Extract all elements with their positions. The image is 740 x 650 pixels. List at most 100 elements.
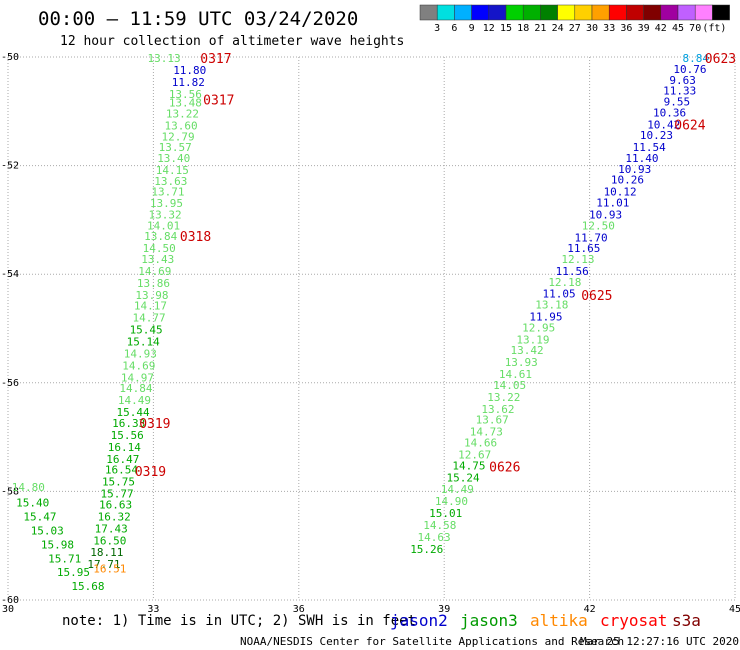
swh-label: 13.95 [150, 197, 183, 210]
swh-label: 13.22 [166, 107, 199, 120]
colorbar: 3 6 9 12 15 18 21 24 27 30 33 36 39 42 45 70 (ft) [419, 4, 730, 34]
swh-label: 14.69 [138, 265, 171, 278]
swh-label: 13.22 [487, 391, 520, 404]
swh-label: 15.95 [57, 566, 90, 579]
colorbar-tick: 30 [586, 23, 598, 34]
legend-altika: altika [530, 611, 588, 630]
legend-jason2: jason2 [390, 611, 448, 630]
swh-label: 16.32 [98, 510, 131, 523]
colorbar-swatch [540, 4, 558, 21]
plot-background [8, 57, 735, 600]
swh-label: 13.62 [481, 403, 514, 416]
swh-label: 10.93 [618, 163, 651, 176]
swh-label: 15.03 [31, 524, 64, 537]
swh-label: 8.84 [682, 52, 709, 65]
swh-label: 14.17 [134, 300, 167, 313]
swh-label: 14.69 [122, 359, 155, 372]
colorbar-tick: 21 [534, 23, 546, 34]
swh-label: 14.05 [493, 379, 526, 392]
pass-time-label: 0319 [135, 465, 166, 480]
swh-label: 10.76 [673, 63, 706, 76]
swh-label: 14.84 [119, 382, 152, 395]
swh-label: 10.36 [653, 106, 686, 119]
swh-label: 14.90 [435, 495, 468, 508]
swh-label: 13.67 [476, 414, 509, 427]
colorbar-swatch [488, 4, 507, 21]
swh-label: 15.14 [127, 336, 160, 349]
colorbar-swatch [419, 4, 438, 21]
swh-label: 11.05 [543, 288, 576, 301]
swh-label: 14.50 [143, 242, 176, 255]
swh-label: 11.56 [556, 265, 589, 278]
colorbar-tick: 33 [603, 23, 615, 34]
colorbar-swatch [626, 4, 644, 21]
swh-label: 14.97 [121, 371, 154, 384]
swh-label: 9.55 [664, 96, 691, 109]
colorbar-swatch [471, 4, 490, 21]
swh-label: 13.56 [169, 88, 202, 101]
swh-label: 12.67 [458, 448, 491, 461]
legend-cryosat: cryosat [600, 611, 667, 630]
x-tick-label: 33 [147, 604, 159, 615]
colorbar-tick: 9 [469, 23, 475, 34]
x-tick-label: 42 [584, 604, 596, 615]
swh-label: 15.24 [447, 471, 480, 484]
swh-label: 11.54 [633, 141, 666, 154]
footer-timestamp: Mar 25 12:27:16 UTC 2020 [580, 635, 739, 648]
swh-label: 10.12 [604, 186, 637, 199]
colorbar-swatch [591, 4, 610, 21]
swh-label: 12.95 [522, 321, 555, 334]
colorbar-unit: (ft) [702, 23, 726, 34]
swh-label: 10.26 [611, 174, 644, 187]
x-tick-label: 30 [2, 604, 14, 615]
colorbar-swatch [677, 4, 696, 21]
pass-time-label: 0625 [581, 289, 612, 304]
footer-note: note: 1) Time is in UTC; 2) SWH is in fe… [62, 613, 416, 629]
swh-label: 11.65 [567, 242, 600, 255]
legend-jason3: jason3 [460, 611, 518, 630]
pass-time-label: 0624 [674, 118, 705, 133]
colorbar-swatch [574, 4, 593, 21]
swh-label: 14.63 [417, 531, 450, 544]
swh-label: 14.93 [124, 347, 157, 360]
swh-label: 15.44 [116, 406, 149, 419]
y-tick-label: -56 [1, 378, 19, 389]
colorbar-tick: 45 [672, 23, 684, 34]
swh-label: 17.71 [87, 558, 120, 571]
swh-label: 11.95 [529, 311, 562, 324]
pass-time-label: 0319 [139, 417, 170, 432]
y-tick-label: -60 [1, 595, 19, 606]
swh-label: 9.63 [669, 74, 696, 87]
swh-label: 14.66 [464, 437, 497, 450]
y-tick-label: -58 [1, 486, 19, 497]
swh-label: 11.01 [596, 197, 629, 210]
swh-label: 13.19 [516, 333, 549, 346]
swh-label: 14.77 [132, 312, 165, 325]
swh-label: 13.13 [148, 52, 181, 65]
colorbar-tick: 18 [517, 23, 529, 34]
colorbar-tick: 70 [689, 23, 701, 34]
axis-ticks: 30 33 36 39 42 45 -50 -52 -54 -56 -58 -60 [1, 52, 740, 615]
swh-label: 16.14 [108, 441, 141, 454]
swh-label: 14.49 [441, 483, 474, 496]
colorbar-swatch [712, 4, 730, 21]
swh-label: 13.71 [151, 186, 184, 199]
colorbar-tick: 6 [451, 23, 457, 34]
colorbar-swatch [694, 4, 713, 21]
swh-label: 11.33 [663, 85, 696, 98]
pass-time-label: 0623 [705, 52, 736, 67]
chart-title: 00:00 – 11:59 UTC 03/24/2020 [38, 8, 358, 30]
data-labels: 13.1311.8011.8213.5613.4813.2213.6012.79… [12, 52, 736, 593]
swh-label: 13.57 [159, 141, 192, 154]
swh-label: 16.33 [112, 417, 145, 430]
swh-label: 13.60 [164, 119, 197, 132]
swh-label: 16.51 [93, 563, 126, 576]
colorbar-tick: 36 [620, 23, 632, 34]
swh-label: 14.01 [147, 219, 180, 232]
swh-label: 15.77 [100, 488, 133, 501]
swh-label: 11.40 [625, 152, 658, 165]
legend-s3a: s3a [672, 611, 701, 630]
colorbar-tick: 15 [500, 23, 512, 34]
swh-label: 13.48 [169, 97, 202, 110]
